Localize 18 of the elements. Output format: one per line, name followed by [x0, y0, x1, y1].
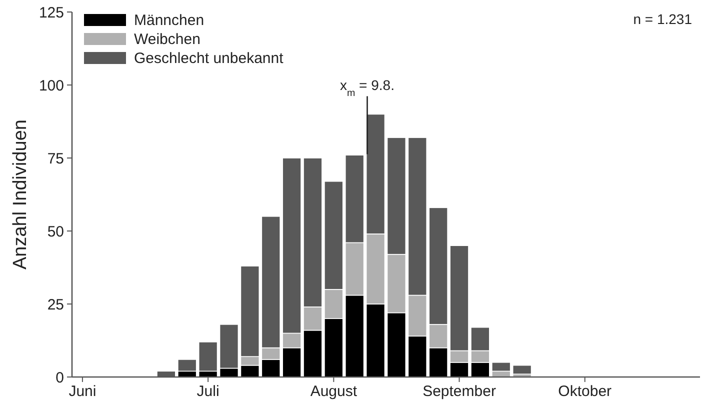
legend-label: Weibchen: [134, 31, 200, 48]
x-tick-label: Oktober: [558, 383, 612, 400]
annotation: n = 1.231: [633, 11, 692, 27]
y-tick-label: 75: [47, 150, 64, 168]
y-tick-label: 50: [47, 223, 64, 240]
x-tick-label: August: [310, 383, 358, 400]
x-tick-label: September: [422, 383, 496, 400]
x-tick-label: Juni: [68, 383, 96, 400]
legend-label: Geschlecht unbekannt: [134, 50, 284, 67]
y-tick-label: 25: [47, 296, 64, 314]
bar: [512, 364, 532, 374]
annotation: x$_{m}$ = 9.8.: [340, 77, 394, 99]
y-tick-label: 0: [56, 369, 64, 386]
y-tick-label: 125: [38, 4, 64, 22]
y-tick-label: 100: [38, 77, 64, 94]
y-axis-title: Anzahl Individuen: [10, 120, 31, 270]
legend-label: Männchen: [134, 12, 204, 29]
x-tick-label: Juli: [196, 383, 220, 400]
